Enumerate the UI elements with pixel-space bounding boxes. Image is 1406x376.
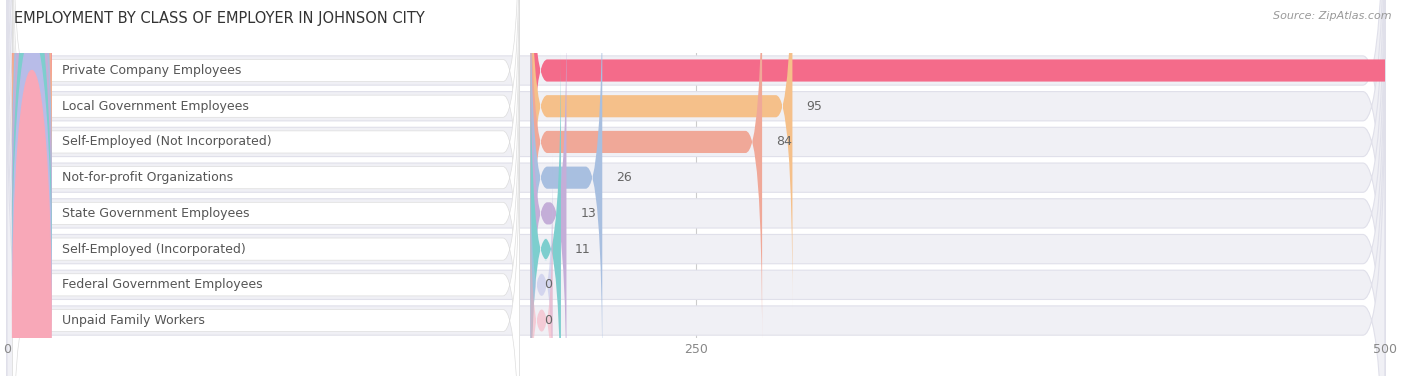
Text: State Government Employees: State Government Employees bbox=[62, 207, 250, 220]
FancyBboxPatch shape bbox=[530, 189, 553, 376]
FancyBboxPatch shape bbox=[7, 0, 1385, 376]
Circle shape bbox=[13, 0, 51, 376]
FancyBboxPatch shape bbox=[7, 49, 1385, 376]
Text: 0: 0 bbox=[544, 278, 553, 291]
Text: Federal Government Employees: Federal Government Employees bbox=[62, 278, 263, 291]
Text: EMPLOYMENT BY CLASS OF EMPLOYER IN JOHNSON CITY: EMPLOYMENT BY CLASS OF EMPLOYER IN JOHNS… bbox=[14, 11, 425, 26]
FancyBboxPatch shape bbox=[530, 153, 553, 376]
FancyBboxPatch shape bbox=[13, 10, 520, 376]
Circle shape bbox=[13, 0, 51, 356]
FancyBboxPatch shape bbox=[7, 14, 1385, 376]
FancyBboxPatch shape bbox=[7, 0, 1385, 376]
FancyBboxPatch shape bbox=[13, 0, 520, 376]
Text: 13: 13 bbox=[581, 207, 596, 220]
FancyBboxPatch shape bbox=[7, 0, 1385, 342]
Circle shape bbox=[13, 0, 51, 376]
FancyBboxPatch shape bbox=[13, 0, 520, 274]
Text: Local Government Employees: Local Government Employees bbox=[62, 100, 249, 113]
Text: 95: 95 bbox=[806, 100, 823, 113]
FancyBboxPatch shape bbox=[7, 0, 1385, 376]
FancyBboxPatch shape bbox=[7, 0, 1385, 376]
Circle shape bbox=[13, 0, 51, 320]
Circle shape bbox=[13, 0, 51, 376]
Text: Source: ZipAtlas.com: Source: ZipAtlas.com bbox=[1274, 11, 1392, 21]
Text: 26: 26 bbox=[616, 171, 631, 184]
Text: Self-Employed (Incorporated): Self-Employed (Incorporated) bbox=[62, 243, 246, 256]
Text: Self-Employed (Not Incorporated): Self-Employed (Not Incorporated) bbox=[62, 135, 271, 149]
Text: 0: 0 bbox=[544, 314, 553, 327]
Text: 84: 84 bbox=[776, 135, 792, 149]
FancyBboxPatch shape bbox=[530, 46, 561, 376]
Text: Not-for-profit Organizations: Not-for-profit Organizations bbox=[62, 171, 233, 184]
FancyBboxPatch shape bbox=[530, 0, 793, 309]
Text: Unpaid Family Workers: Unpaid Family Workers bbox=[62, 314, 205, 327]
FancyBboxPatch shape bbox=[530, 0, 762, 345]
FancyBboxPatch shape bbox=[13, 46, 520, 376]
FancyBboxPatch shape bbox=[7, 0, 1385, 376]
Circle shape bbox=[13, 71, 51, 376]
Circle shape bbox=[13, 35, 51, 376]
FancyBboxPatch shape bbox=[13, 117, 520, 376]
Text: Private Company Employees: Private Company Employees bbox=[62, 64, 242, 77]
Text: 11: 11 bbox=[575, 243, 591, 256]
FancyBboxPatch shape bbox=[530, 0, 602, 376]
FancyBboxPatch shape bbox=[530, 0, 1406, 274]
FancyBboxPatch shape bbox=[530, 10, 567, 376]
FancyBboxPatch shape bbox=[13, 82, 520, 376]
FancyBboxPatch shape bbox=[13, 0, 520, 309]
FancyBboxPatch shape bbox=[13, 0, 520, 345]
Circle shape bbox=[13, 0, 51, 376]
